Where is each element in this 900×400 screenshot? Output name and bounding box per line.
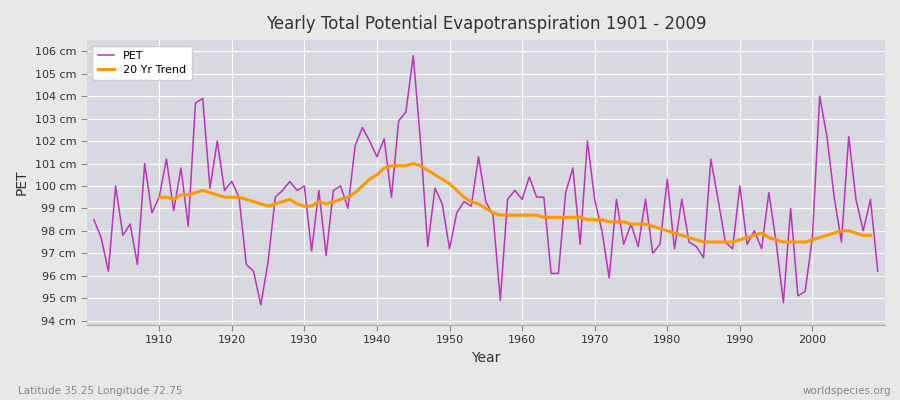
20 Yr Trend xyxy=(698,240,709,244)
Y-axis label: PET: PET xyxy=(15,170,29,195)
20 Yr Trend xyxy=(154,195,165,200)
Line: PET: PET xyxy=(94,56,878,305)
20 Yr Trend xyxy=(320,202,331,206)
20 Yr Trend xyxy=(538,215,549,220)
Text: worldspecies.org: worldspecies.org xyxy=(803,386,891,396)
PET xyxy=(524,174,535,179)
20 Yr Trend xyxy=(517,213,527,218)
PET xyxy=(88,217,99,222)
PET xyxy=(872,269,883,274)
20 Yr Trend xyxy=(372,172,382,177)
Title: Yearly Total Potential Evapotranspiration 1901 - 2009: Yearly Total Potential Evapotranspiratio… xyxy=(266,15,706,33)
PET xyxy=(256,302,266,307)
20 Yr Trend xyxy=(865,233,876,238)
20 Yr Trend xyxy=(727,240,738,244)
Text: Latitude 35.25 Longitude 72.75: Latitude 35.25 Longitude 72.75 xyxy=(18,386,183,396)
20 Yr Trend xyxy=(343,195,354,200)
PET xyxy=(531,195,542,200)
X-axis label: Year: Year xyxy=(471,351,500,365)
PET xyxy=(408,54,418,58)
PET xyxy=(618,242,629,247)
20 Yr Trend xyxy=(408,161,418,166)
Legend: PET, 20 Yr Trend: PET, 20 Yr Trend xyxy=(92,46,192,80)
PET xyxy=(357,125,368,130)
PET xyxy=(313,188,324,193)
Line: 20 Yr Trend: 20 Yr Trend xyxy=(159,164,870,242)
PET xyxy=(147,210,158,215)
